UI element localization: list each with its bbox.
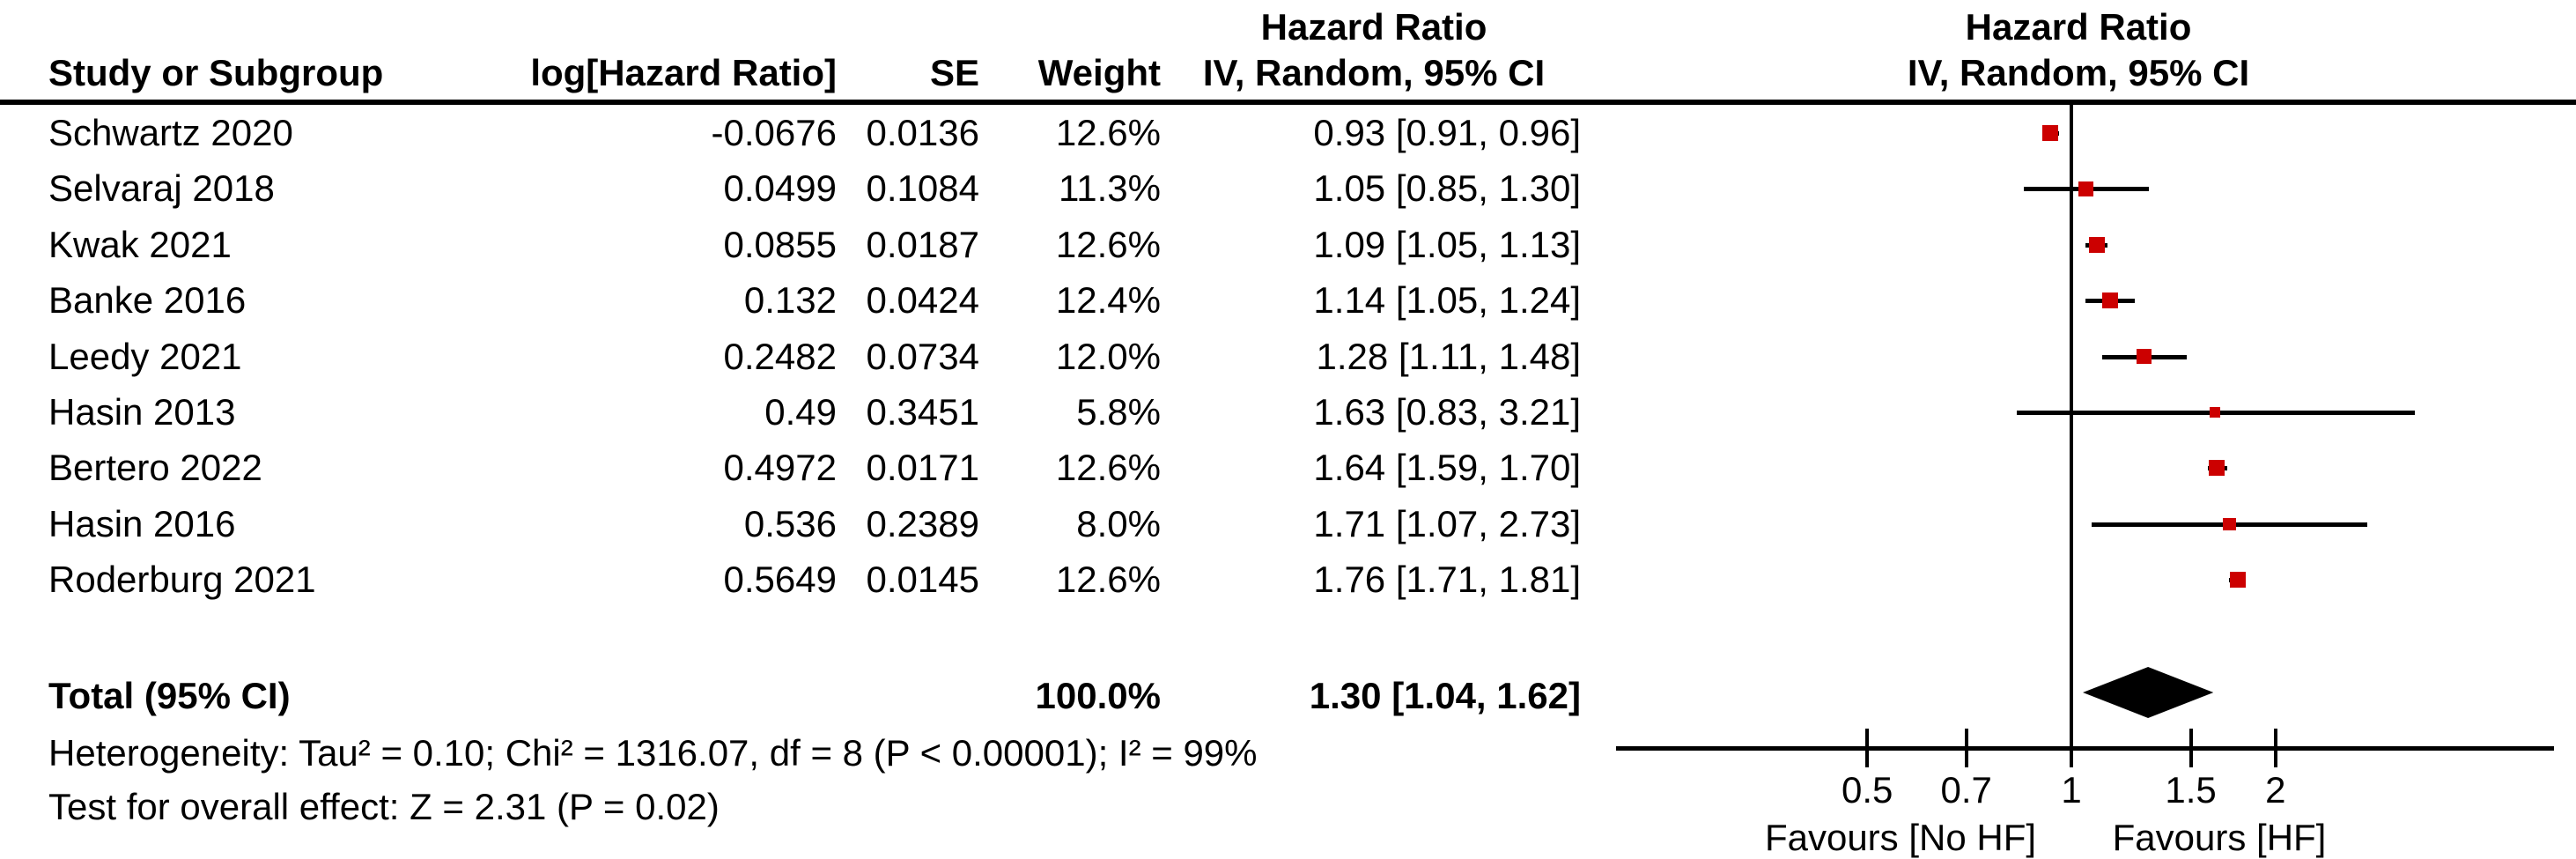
effect-square — [2209, 460, 2225, 477]
row-weight: 11.3% — [1059, 167, 1161, 210]
effect-square — [2136, 348, 2152, 365]
effect-square — [2041, 125, 2058, 141]
header-weight: Weight — [1037, 52, 1161, 93]
header-study-or-subgroup: Study or Subgroup — [48, 52, 384, 93]
row-se: 0.3451 — [866, 391, 979, 433]
row-log-hazard-ratio: 0.536 — [743, 502, 837, 544]
axis-tick — [1964, 729, 1968, 767]
row-study-name: Hasin 2013 — [48, 391, 236, 433]
row-study-name: Leedy 2021 — [48, 335, 242, 377]
effect-square — [2230, 572, 2247, 589]
plot-column-title: Hazard Ratio — [1965, 6, 2192, 48]
row-log-hazard-ratio: 0.5649 — [723, 559, 837, 601]
row-ci-text: 1.28 [1.11, 1.48] — [1316, 335, 1581, 377]
header-se: SE — [929, 52, 979, 93]
axis-tick-label: 1.5 — [2165, 769, 2217, 811]
row-ci-text: 1.05 [0.85, 1.30] — [1313, 167, 1581, 210]
row-ci-text: 1.76 [1.71, 1.81] — [1313, 559, 1581, 601]
effect-square — [2101, 293, 2118, 309]
row-se: 0.1084 — [866, 167, 979, 210]
row-weight: 5.8% — [1076, 391, 1161, 433]
row-study-name: Bertero 2022 — [48, 447, 262, 489]
plot-column-subtitle: IV, Random, 95% CI — [1907, 52, 2250, 93]
effect-square — [2088, 236, 2105, 253]
row-log-hazard-ratio: 0.49 — [764, 391, 837, 433]
axis-tick-label: 0.7 — [1940, 769, 1992, 811]
row-study-name: Schwartz 2020 — [48, 112, 293, 153]
summary-diamond — [2083, 667, 2214, 718]
row-log-hazard-ratio: 0.4972 — [723, 447, 837, 489]
row-weight: 12.6% — [1055, 447, 1161, 489]
row-study-name: Roderburg 2021 — [48, 559, 316, 601]
row-study-name: Hasin 2016 — [48, 502, 236, 544]
total-weight: 100.0% — [1035, 675, 1161, 716]
axis-tick-label: 1 — [2061, 769, 2082, 811]
row-log-hazard-ratio: -0.0676 — [711, 112, 837, 153]
axis-tick — [2273, 729, 2277, 767]
row-ci-text: 1.71 [1.07, 2.73] — [1313, 502, 1581, 544]
row-study-name: Banke 2016 — [48, 279, 247, 322]
row-weight: 12.6% — [1055, 223, 1161, 265]
header-log-hazard-ratio: log[Hazard Ratio] — [530, 52, 837, 93]
row-study-name: Selvaraj 2018 — [48, 167, 275, 210]
axis-line — [1616, 746, 2554, 751]
total-ci: 1.30 [1.04, 1.62] — [1309, 675, 1581, 716]
row-log-hazard-ratio: 0.0855 — [723, 223, 837, 265]
favours-left-label: Favours [No HF] — [1764, 817, 2037, 858]
row-log-hazard-ratio: 0.2482 — [723, 335, 837, 377]
row-se: 0.0136 — [866, 112, 979, 153]
row-ci-text: 1.09 [1.05, 1.13] — [1313, 223, 1581, 265]
row-se: 0.0734 — [866, 335, 979, 377]
heterogeneity-text: Heterogeneity: Tau² = 0.10; Chi² = 1316.… — [48, 732, 1258, 774]
row-weight: 8.0% — [1076, 502, 1161, 544]
row-weight: 12.6% — [1055, 112, 1161, 153]
row-se: 0.0171 — [866, 447, 979, 489]
axis-tick — [2188, 729, 2193, 767]
axis-tick — [1865, 729, 1870, 767]
effect-square — [2078, 181, 2093, 196]
total-label: Total (95% CI) — [48, 675, 291, 716]
row-se: 0.0145 — [866, 559, 979, 601]
row-weight: 12.4% — [1055, 279, 1161, 322]
row-se: 0.0187 — [866, 223, 979, 265]
row-log-hazard-ratio: 0.132 — [743, 279, 837, 322]
axis-tick — [2070, 729, 2073, 767]
row-log-hazard-ratio: 0.0499 — [723, 167, 837, 210]
header-separator-line — [0, 100, 2576, 105]
row-se: 0.0424 — [866, 279, 979, 322]
row-ci-text: 1.14 [1.05, 1.24] — [1313, 279, 1581, 322]
summary-diamond-shape — [2083, 667, 2214, 718]
row-se: 0.2389 — [866, 502, 979, 544]
effect-square — [2210, 406, 2221, 418]
row-study-name: Kwak 2021 — [48, 223, 232, 265]
reference-line — [2070, 105, 2073, 750]
row-weight: 12.6% — [1055, 559, 1161, 601]
row-ci-text: 0.93 [0.91, 0.96] — [1313, 112, 1581, 153]
effect-square — [2223, 517, 2236, 530]
row-ci-text: 1.63 [0.83, 3.21] — [1313, 391, 1581, 433]
axis-tick-label: 2 — [2265, 769, 2286, 811]
axis-tick-label: 0.5 — [1842, 769, 1893, 811]
row-weight: 12.0% — [1055, 335, 1161, 377]
header-ci-method: IV, Random, 95% CI — [1202, 52, 1546, 93]
favours-right-label: Favours [HF] — [2112, 817, 2327, 858]
row-ci-text: 1.64 [1.59, 1.70] — [1313, 447, 1581, 489]
ci-column-title: Hazard Ratio — [1260, 6, 1487, 48]
overall-effect-text: Test for overall effect: Z = 2.31 (P = 0… — [48, 786, 720, 827]
